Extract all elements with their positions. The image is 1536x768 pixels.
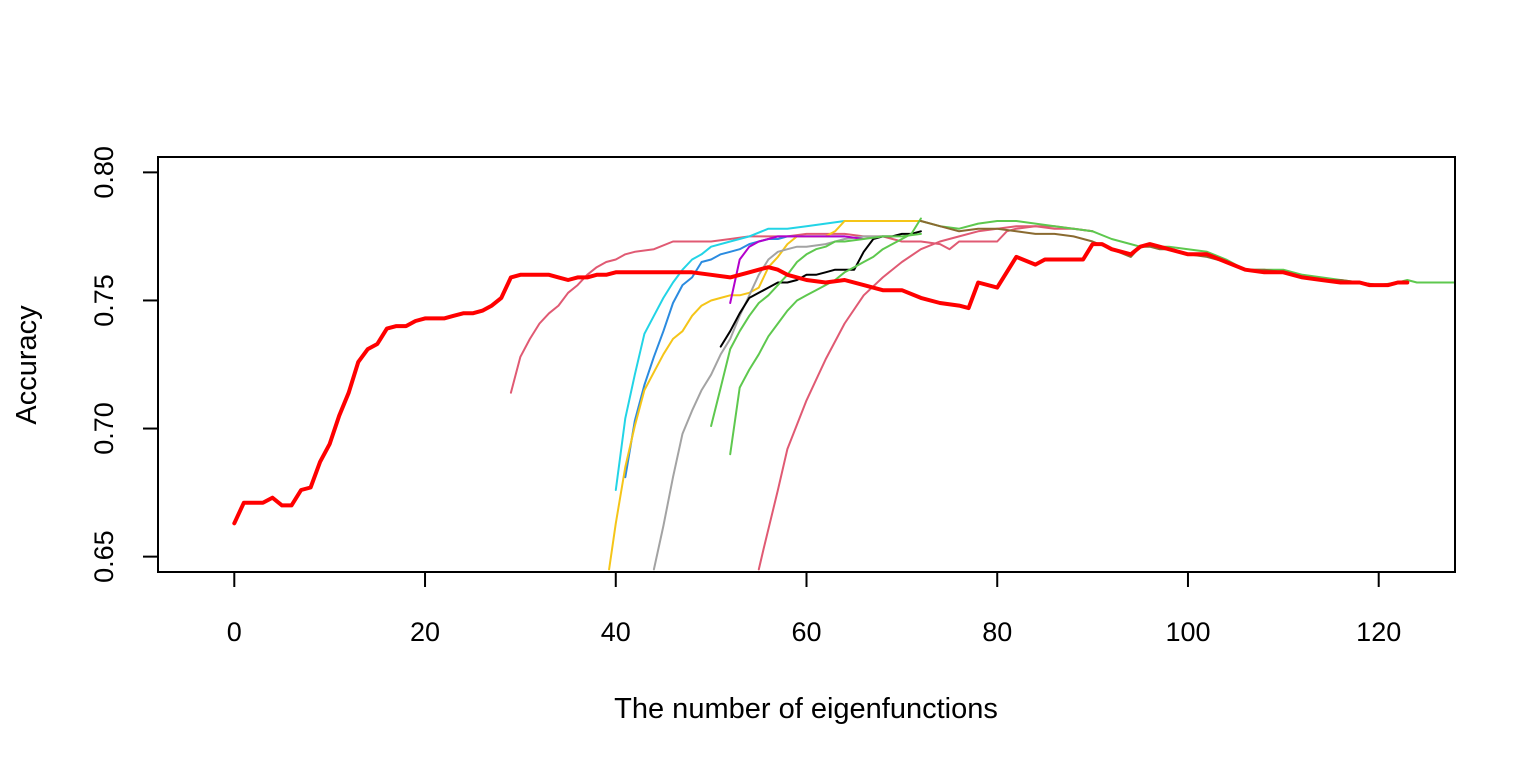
y-tick-label: 0.70: [89, 402, 119, 455]
series-line-3: [614, 220, 846, 491]
series-line-10: [729, 217, 922, 456]
x-tick-label: 120: [1356, 617, 1401, 647]
series-layer: [232, 217, 1455, 571]
series-line-9: [710, 232, 922, 427]
y-axis-title: Accuracy: [11, 305, 43, 425]
series-line-13: [232, 242, 1410, 526]
x-tick-label: 80: [982, 617, 1012, 647]
x-axis-title: The number of eigenfunctions: [614, 693, 998, 725]
x-tick-label: 100: [1165, 617, 1210, 647]
y-axis: 0.65 0.70 0.75 0.80: [89, 146, 159, 583]
series-line-7: [729, 235, 865, 304]
y-tick-label: 0.65: [89, 530, 119, 583]
y-tick-label: 0.75: [89, 274, 119, 327]
series-line-5: [608, 220, 922, 571]
x-tick-label: 0: [227, 617, 242, 647]
x-tick-label: 60: [791, 617, 821, 647]
x-axis: 0 20 40 60 80 100 120: [227, 571, 1401, 647]
plot-frame: [157, 156, 1456, 573]
series-line-6: [652, 235, 884, 571]
series-line-2: [757, 225, 1094, 571]
y-tick-label: 0.80: [89, 146, 119, 199]
x-tick-label: 20: [410, 617, 440, 647]
x-tick-label: 40: [601, 617, 631, 647]
series-line-1: [509, 225, 1094, 394]
series-line-12: [919, 220, 1409, 287]
